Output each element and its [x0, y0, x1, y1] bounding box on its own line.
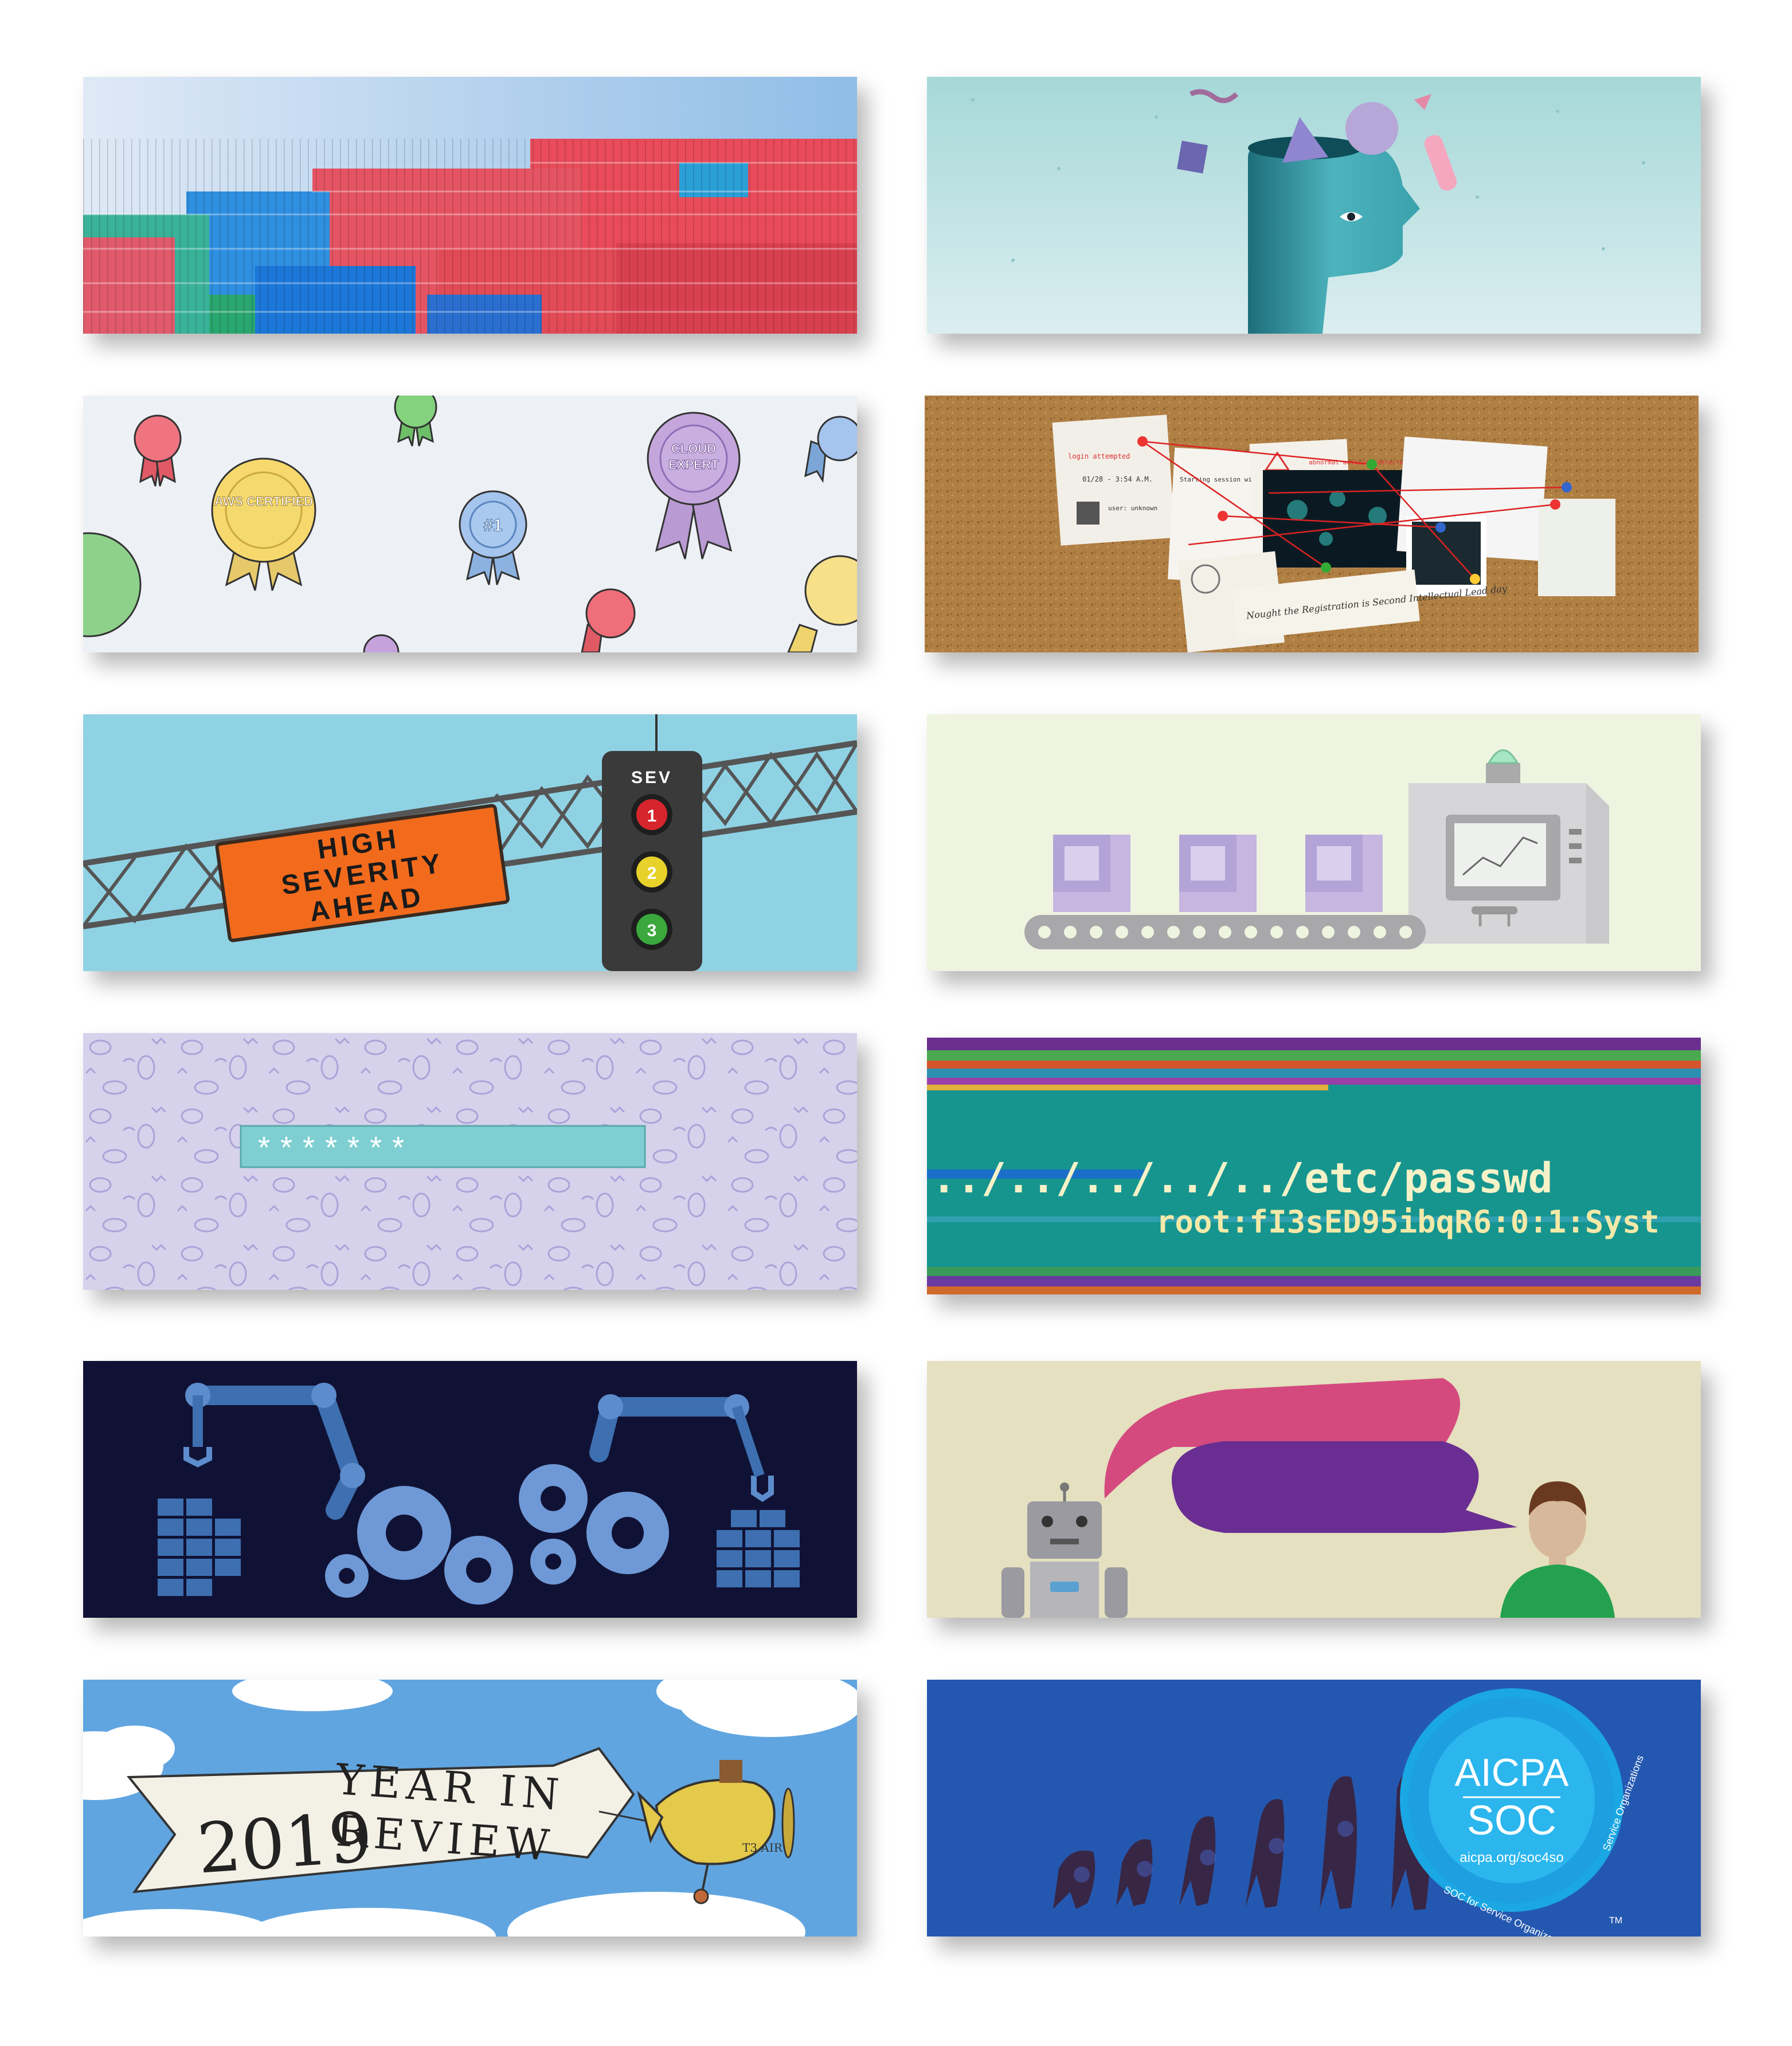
- glitch-illustration: ../../../../../etc/passwd root:fI3sED95i…: [927, 1038, 1701, 1294]
- traversal-path: ../../../../../etc/passwd: [932, 1154, 1553, 1202]
- head-illustration: [927, 77, 1701, 334]
- passwd-output: root:fI3sED95ibqR6:0:1:Syst: [1156, 1204, 1660, 1240]
- traffic-light-title: SEV: [631, 768, 672, 787]
- banner-plane-illustration: 2019 YEAR IN REVIEW T3 AIR: [83, 1680, 857, 1937]
- trademark: TM: [1609, 1916, 1622, 1926]
- sev-level-2: 2: [647, 864, 657, 883]
- soc-evolution-illustration: AICPA SOC aicpa.org/soc4so SOC for Servi…: [927, 1680, 1701, 1937]
- password-illustration: *******: [83, 1033, 857, 1290]
- aicpa-title: AICPA: [1454, 1751, 1569, 1794]
- aicpa-url: aicpa.org/soc4so: [1460, 1850, 1563, 1865]
- soc-subtitle: SOC: [1467, 1798, 1556, 1844]
- containers-illustration: [83, 77, 857, 334]
- cloud-badge-line1: CLOUD: [671, 441, 716, 456]
- automation-banner: [83, 1361, 857, 1618]
- note-login-time: 01/28 - 3:54 A.M.: [1082, 475, 1153, 483]
- path-traversal-banner: ../../../../../etc/passwd root:fI3sED95i…: [927, 1038, 1701, 1294]
- year-in-review-banner: 2019 YEAR IN REVIEW T3 AIR: [83, 1680, 857, 1937]
- password-banner: *******: [83, 1033, 857, 1290]
- aws-badge-text: AWS CERTIFIED: [214, 494, 313, 508]
- severity-illustration: HIGH SEVERITY AHEAD SEV 1 2 3: [83, 714, 857, 971]
- aicpa-soc-banner: AICPA SOC aicpa.org/soc4so SOC for Servi…: [927, 1680, 1701, 1937]
- conversation-banner: [927, 1361, 1701, 1618]
- masked-password: *******: [258, 1130, 414, 1165]
- conveyor-illustration: [927, 714, 1701, 971]
- number-one-badge: #1: [483, 516, 502, 535]
- ribbons-illustration: AWS CERTIFIED CLOUD EXPERT #1: [83, 396, 857, 652]
- conveyor-banner: [927, 714, 1701, 971]
- robot-arms-illustration: [83, 1361, 857, 1618]
- sev-level-3: 3: [647, 921, 657, 940]
- note-user: user: unknown: [1108, 504, 1157, 512]
- certifications-banner: AWS CERTIFIED CLOUD EXPERT #1: [83, 396, 857, 652]
- robot-person-illustration: [927, 1361, 1701, 1618]
- sev-level-1: 1: [647, 807, 657, 826]
- plane-label: T3 AIR: [742, 1841, 783, 1855]
- cloud-badge-line2: EXPERT: [668, 457, 719, 472]
- banner-year: 2019: [195, 1798, 375, 1889]
- cork-board-illustration: login attempted 01/28 - 3:54 A.M. user: …: [925, 396, 1699, 652]
- mind-head-banner: [927, 77, 1701, 334]
- high-severity-banner: HIGH SEVERITY AHEAD SEV 1 2 3: [83, 714, 857, 971]
- note-login: login attempted: [1068, 452, 1130, 460]
- containers-banner: [83, 77, 857, 334]
- evidence-board-banner: login attempted 01/28 - 3:54 A.M. user: …: [925, 396, 1699, 652]
